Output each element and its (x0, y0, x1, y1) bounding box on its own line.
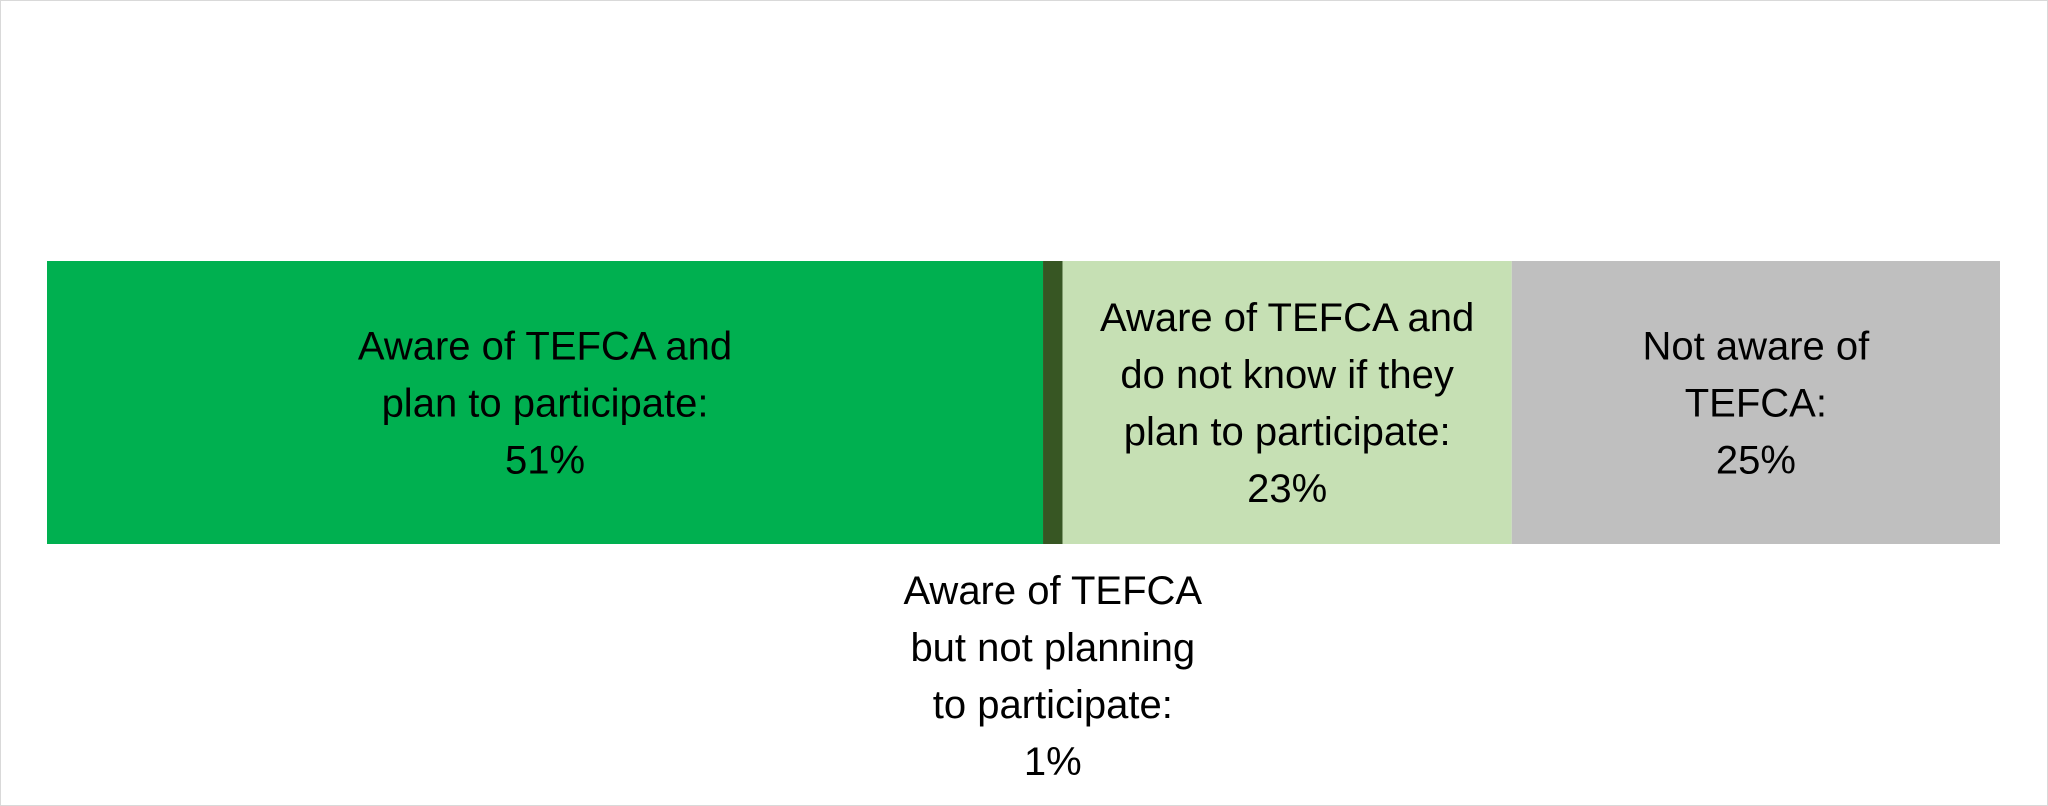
data-label-aware-unknown: Aware of TEFCA and do not know if they pla… (1100, 296, 1474, 511)
data-label-line: 23% (1247, 467, 1327, 511)
data-label-aware-not-planning: Aware of TEFCA but not planning to partici… (903, 569, 1202, 784)
data-label-line: Aware of TEFCA and (1100, 296, 1474, 340)
data-label-aware-plan: Aware of TEFCA and plan to participate: 51… (358, 325, 732, 483)
data-label-line: do not know if they (1120, 353, 1454, 397)
data-label-not-aware: Not aware of TEFCA: 25% (1642, 325, 1870, 483)
data-labels: Aware of TEFCA and plan to participate: 51… (358, 296, 1870, 784)
bar-segment-aware-not-planning (1043, 261, 1063, 544)
bar-segment-aware-plan (47, 261, 1044, 544)
data-label-line: 51% (505, 439, 585, 483)
data-label-line: 1% (1024, 740, 1082, 784)
data-label-line: 25% (1716, 439, 1796, 483)
bar-segment-aware-unknown (1062, 261, 1512, 544)
data-label-line: Aware of TEFCA (903, 569, 1202, 613)
data-label-line: Not aware of (1642, 325, 1870, 369)
data-label-line: to participate: (933, 683, 1173, 727)
data-label-line: plan to participate: (382, 382, 709, 426)
bar-segments (47, 261, 2000, 544)
bar-segment-not-aware (1511, 261, 2000, 544)
data-label-line: plan to participate: (1124, 410, 1451, 454)
data-label-line: TEFCA: (1685, 382, 1827, 426)
data-label-line: Aware of TEFCA and (358, 325, 732, 369)
data-label-line: but not planning (910, 626, 1195, 670)
